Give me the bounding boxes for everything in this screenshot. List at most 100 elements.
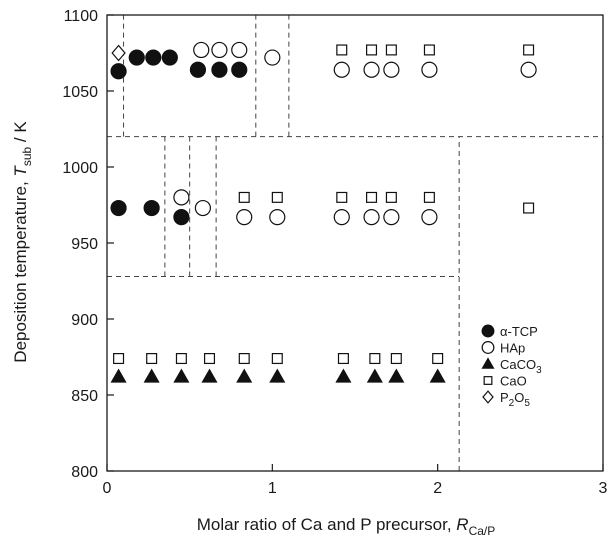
y-axis-label-unit: / K [11, 121, 30, 147]
hap-point [211, 41, 228, 59]
legend-label-a_tcp: α-TCP [500, 324, 538, 339]
legend-marker-hap [481, 341, 495, 354]
y-tick-label: 800 [71, 464, 98, 481]
a_tcp-point [110, 199, 127, 217]
data-markers [110, 41, 537, 383]
hap-point [194, 199, 211, 217]
cao-point [369, 353, 381, 365]
cao-point [271, 191, 283, 203]
cao-point [203, 353, 216, 365]
a_tcp-point [231, 61, 248, 78]
x-tick-label: 2 [433, 480, 442, 497]
legend-label-hap: HAp [500, 341, 525, 356]
y-axis-label-subscript: sub [20, 146, 34, 166]
cao-point [432, 353, 444, 365]
x-axis-label-subscript: Ca/P [469, 524, 496, 538]
cao-point [336, 191, 348, 203]
legend-marker-cao [483, 376, 493, 385]
cao-point [238, 353, 250, 365]
x-axis-label-symbol: R [456, 515, 468, 534]
a_tcp-point [189, 61, 207, 78]
caco3-point [366, 368, 383, 383]
hap-point [269, 209, 286, 226]
cao-point [366, 44, 378, 56]
legend-label-part: HAp [500, 341, 525, 356]
y-tick-label: 950 [71, 236, 98, 253]
legend-label-part: 5 [524, 398, 530, 409]
legend-label-part: CaO [500, 374, 527, 389]
a_tcp-point [161, 49, 178, 66]
legend-label-caco3: CaCO3 [500, 357, 542, 376]
hap-point [383, 209, 400, 226]
x-axis-label: Molar ratio of Ca and P precursor, RCa/P [197, 515, 496, 538]
cao-point [523, 44, 535, 56]
hap-point [193, 41, 210, 59]
y-axis-label: Deposition temperature, Tsub / K [11, 121, 34, 363]
cao-point [175, 353, 187, 365]
hap-point [264, 49, 281, 66]
legend-label-part: 3 [536, 365, 542, 376]
caco3-point [173, 368, 190, 383]
x-tick-label: 1 [268, 480, 277, 497]
a_tcp-point [145, 49, 162, 66]
cao-point [366, 191, 378, 203]
cao-point [385, 191, 397, 203]
caco3-point [236, 368, 253, 383]
x-tick-label: 3 [599, 480, 608, 497]
cao-point [146, 353, 158, 365]
caco3-point [388, 368, 405, 383]
y-tick-label: 1100 [64, 8, 99, 25]
cao-point [423, 44, 435, 56]
a_tcp-point [211, 61, 228, 78]
y-axis-label-main: Deposition temperature, [11, 177, 30, 363]
hap-point [383, 61, 400, 78]
legend-label-p2o5: P2O5 [500, 390, 530, 409]
cao-point [113, 353, 125, 365]
hap-point [421, 209, 438, 226]
cao-point [337, 353, 349, 365]
cao-point [390, 353, 402, 365]
p2o5-point [111, 44, 126, 62]
cao-point [523, 202, 535, 214]
legend-label-cao: CaO [500, 374, 527, 389]
legend-label-part: O [514, 390, 524, 405]
caco3-point [335, 368, 352, 383]
caco3-point [110, 368, 127, 383]
cao-point [423, 191, 435, 203]
y-tick-label: 850 [71, 388, 98, 405]
hap-point [333, 61, 350, 78]
cao-point [385, 44, 397, 56]
cao-point [238, 191, 250, 203]
hap-point [421, 61, 438, 78]
caco3-point [201, 368, 218, 383]
y-tick-label: 1050 [62, 84, 98, 101]
legend-label-part: α-TCP [500, 324, 538, 339]
legend-label-part: 2 [509, 398, 515, 409]
hap-point [333, 209, 350, 226]
legend-label-part: CaCO [500, 357, 536, 372]
legend-marker-a_tcp [481, 324, 495, 338]
a_tcp-point [143, 199, 160, 217]
hap-point [231, 41, 248, 59]
cao-point [271, 353, 283, 365]
a_tcp-point [173, 209, 190, 226]
hap-point [236, 209, 253, 226]
legend-marker-caco3 [481, 357, 495, 369]
hap-point [363, 209, 380, 226]
a_tcp-point [110, 63, 127, 80]
hap-point [520, 61, 537, 78]
a_tcp-point [128, 49, 145, 66]
axis-ticks: 0 1 2 3 800 850 900 950 1000 1050 1100 [62, 8, 607, 497]
caco3-point [143, 368, 160, 383]
legend-marker-p2o5 [482, 390, 494, 404]
y-axis-label-symbol: T [11, 165, 30, 177]
y-tick-label: 1000 [62, 160, 98, 177]
hap-point [363, 61, 380, 78]
hap-point [173, 189, 190, 206]
x-axis-label-main: Molar ratio of Ca and P precursor, [197, 515, 457, 534]
y-tick-label: 900 [71, 312, 98, 329]
cao-point [336, 44, 348, 56]
legend-label-part: P [500, 390, 509, 405]
